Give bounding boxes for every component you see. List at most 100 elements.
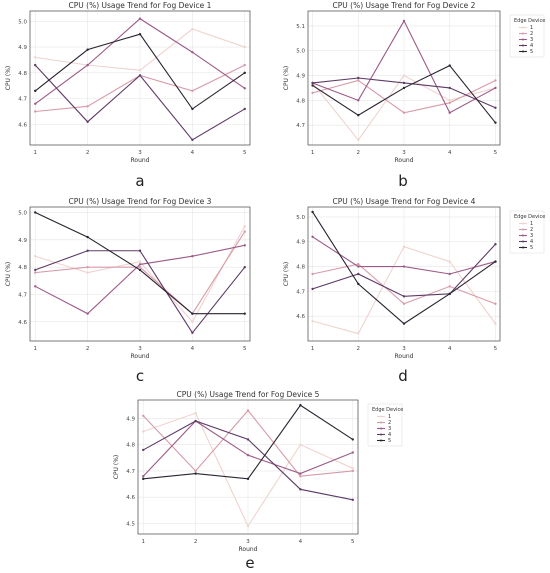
data-point: [448, 285, 451, 288]
data-point: [494, 322, 497, 325]
data-point: [299, 472, 302, 475]
y-tick-label: 4.6: [296, 314, 305, 320]
panel-letter: e: [245, 554, 254, 572]
data-point: [448, 101, 451, 105]
legend-entry: 3: [530, 233, 533, 239]
x-tick-label: 1: [33, 150, 37, 156]
x-tick-label: 2: [194, 539, 198, 545]
data-point: [357, 262, 360, 266]
data-point: [299, 474, 302, 478]
y-tick-label: 4.9: [18, 45, 27, 51]
data-point: [351, 467, 354, 470]
data-point: [402, 111, 406, 114]
legend-title: Edge Device: [514, 18, 545, 24]
data-point: [357, 265, 360, 268]
y-tick-label: 4.5: [126, 521, 135, 527]
data-point: [494, 243, 497, 246]
legend-entry: 2: [388, 420, 391, 426]
x-tick-label: 3: [138, 346, 142, 352]
data-point: [448, 272, 451, 276]
data-point: [86, 271, 89, 274]
x-tick-label: 4: [448, 346, 452, 352]
data-point: [357, 114, 360, 117]
data-point: [299, 488, 302, 491]
legend-title: Edge Device: [372, 407, 403, 413]
legend-entry: 2: [530, 227, 533, 233]
data-point: [86, 312, 89, 315]
data-point: [243, 71, 246, 75]
data-point: [448, 86, 451, 90]
data-point: [494, 106, 497, 109]
data-point: [402, 86, 406, 90]
data-point: [138, 268, 142, 272]
data-point: [357, 138, 360, 142]
x-tick-label: 3: [138, 150, 142, 156]
data-point: [138, 32, 142, 36]
data-point: [34, 271, 37, 274]
y-axis-label: CPU (%): [5, 262, 12, 287]
data-point: [86, 120, 89, 124]
y-tick-label: 4.6: [126, 495, 135, 501]
data-point: [243, 244, 246, 247]
data-point: [194, 472, 197, 475]
data-point: [246, 453, 250, 457]
data-point: [448, 99, 451, 102]
data-point: [86, 249, 89, 252]
data-point: [402, 302, 406, 305]
data-point: [243, 265, 246, 269]
y-tick-label: 4.8: [18, 265, 27, 271]
data-point: [191, 107, 194, 111]
data-point: [138, 17, 142, 20]
legend-marker: [380, 427, 382, 430]
x-tick-label: 4: [191, 150, 195, 156]
legend-entry: 3: [388, 426, 391, 432]
legend-marker: [522, 222, 524, 225]
data-point: [311, 210, 314, 214]
data-point: [191, 312, 194, 315]
x-axis-label: Round: [239, 546, 258, 553]
data-point: [138, 74, 142, 77]
data-point: [142, 474, 145, 478]
data-point: [357, 76, 360, 80]
y-tick-label: 4.8: [18, 71, 27, 77]
data-point: [402, 245, 406, 248]
data-point: [34, 89, 37, 93]
y-axis-label: CPU (%): [5, 66, 12, 91]
x-tick-label: 4: [448, 150, 452, 156]
legend-marker: [522, 26, 524, 29]
data-point: [86, 105, 89, 108]
x-tick-label: 1: [311, 150, 315, 156]
x-tick-label: 5: [243, 346, 247, 352]
y-axis-label: CPU (%): [283, 262, 290, 287]
data-point: [299, 443, 302, 446]
plot-frame: [29, 206, 251, 342]
y-tick-label: 4.6: [18, 122, 27, 128]
data-point: [311, 81, 314, 85]
data-point: [194, 411, 197, 415]
panel-letter: c: [136, 367, 144, 385]
data-point: [34, 110, 37, 113]
data-point: [243, 63, 246, 67]
legend-marker: [380, 439, 382, 442]
y-tick-label: 5.0: [18, 19, 27, 25]
data-point: [494, 302, 497, 305]
data-point: [86, 63, 89, 67]
data-point: [357, 272, 360, 276]
x-tick-label: 1: [141, 539, 145, 545]
data-point: [243, 312, 246, 315]
data-point: [191, 320, 194, 324]
data-point: [142, 477, 145, 481]
data-point: [351, 498, 354, 502]
data-point: [402, 74, 406, 77]
data-point: [34, 285, 37, 288]
plot-frame: [307, 10, 501, 146]
legend-marker: [380, 415, 382, 418]
data-point: [402, 19, 406, 23]
y-tick-label: 4.7: [18, 97, 27, 103]
data-point: [191, 331, 194, 334]
y-tick-label: 4.8: [296, 98, 305, 104]
panel-letter: d: [398, 367, 408, 385]
data-point: [142, 430, 145, 433]
